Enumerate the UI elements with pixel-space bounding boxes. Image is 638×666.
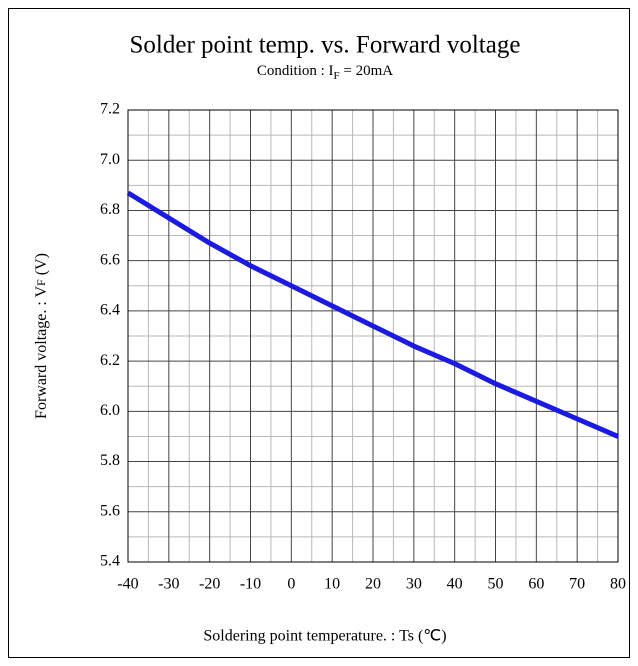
x-tick-label: 30 bbox=[406, 576, 422, 593]
subtitle-text: Condition : I bbox=[257, 63, 334, 79]
y-tick-label: 7.0 bbox=[100, 151, 120, 168]
y-tick-label: 6.0 bbox=[100, 402, 120, 419]
y-tick-label: 6.6 bbox=[100, 251, 120, 268]
x-tick-label: 80 bbox=[610, 576, 626, 593]
y-label-text: (V) bbox=[33, 253, 50, 279]
y-tick-label: 7.2 bbox=[100, 101, 120, 118]
y-tick-label: 6.8 bbox=[100, 201, 120, 218]
subtitle-subscript: F bbox=[334, 70, 340, 82]
chart-frame bbox=[8, 8, 630, 658]
x-tick-label: 60 bbox=[528, 576, 544, 593]
x-tick-label: 0 bbox=[287, 576, 295, 593]
chart-title: Solder point temp. vs. Forward voltage bbox=[130, 32, 521, 59]
x-tick-label: 50 bbox=[488, 576, 504, 593]
plot-border bbox=[127, 109, 619, 563]
x-tick-label: 10 bbox=[324, 576, 340, 593]
y-tick-label: 5.6 bbox=[100, 502, 120, 519]
x-tick-label: -10 bbox=[240, 576, 261, 593]
x-tick-label: -40 bbox=[117, 576, 138, 593]
x-tick-label: -30 bbox=[158, 576, 179, 593]
chart-subtitle: Condition : IF = 20mA bbox=[257, 63, 393, 81]
y-tick-label: 6.2 bbox=[100, 352, 120, 369]
y-tick-label: 6.4 bbox=[100, 302, 120, 319]
y-tick-label: 5.4 bbox=[100, 553, 120, 570]
x-axis-label: Soldering point temperature. : Ts (℃) bbox=[203, 628, 446, 645]
data-line bbox=[126, 190, 619, 439]
y-label-text: Forward voltage. : V bbox=[33, 286, 50, 419]
x-tick-label: 20 bbox=[365, 576, 381, 593]
subtitle-text: = 20mA bbox=[340, 63, 394, 79]
y-axis-label: Forward voltage. : VF (V) bbox=[33, 253, 50, 419]
x-tick-label: 70 bbox=[569, 576, 585, 593]
x-tick-label: 40 bbox=[447, 576, 463, 593]
y-label-subscript: F bbox=[34, 279, 48, 286]
y-tick-label: 5.8 bbox=[100, 452, 120, 469]
x-tick-label: -20 bbox=[199, 576, 220, 593]
